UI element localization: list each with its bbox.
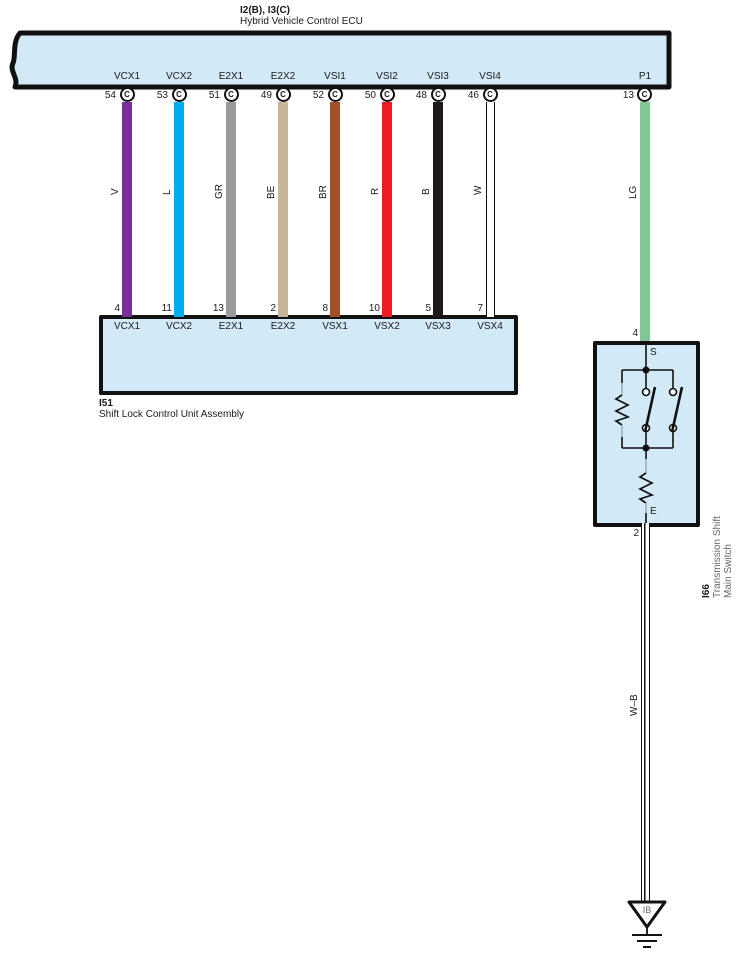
ecu-code-label: I2(B), I3(C) (240, 5, 290, 16)
wire-color-label: V (110, 188, 121, 195)
unit-pin-number: 4 (114, 303, 120, 314)
main-switch-label-block: I66 Transmission Shift Main Switch (701, 516, 734, 598)
ecu-pin-number: 52 (312, 90, 324, 101)
wire-b (433, 102, 443, 317)
ecu-terminal-label: E2X1 (218, 71, 244, 82)
switch-pin-number-top: 4 (632, 328, 638, 339)
unit-terminal-label: VSX2 (374, 321, 400, 332)
wire-color-label: BE (266, 185, 277, 199)
ground-symbol (627, 900, 667, 948)
wire-color-label-w-b: W–B (629, 694, 640, 716)
ecu-pin-number: 53 (156, 90, 168, 101)
wire-br (330, 102, 340, 317)
switch-pin-number-bottom: 2 (633, 528, 639, 539)
ecu-terminal-label: VSI4 (479, 71, 501, 82)
wire-color-label: BR (318, 185, 329, 199)
wire-color-label: GR (214, 184, 225, 199)
ecu-terminal-label: VSI3 (427, 71, 449, 82)
unit-pin-number: 10 (368, 303, 380, 314)
ecu-pin-number: 48 (415, 90, 427, 101)
connector-circle: C (119, 87, 135, 102)
wire-color-label: W (473, 185, 484, 195)
main-switch-code: I66 (701, 584, 712, 598)
unit-terminal-label: VSX3 (425, 321, 451, 332)
wire-w-b (641, 523, 650, 902)
ecu-terminal-label: VCX2 (165, 71, 193, 82)
ground-id-label: IB (642, 905, 652, 915)
wire-color-label: R (370, 187, 381, 195)
unit-terminal-label: E2X2 (270, 321, 296, 332)
shift-lock-unit-code: I51 (99, 398, 113, 409)
ecu-terminal-label: VSI2 (376, 71, 398, 82)
ecu-terminal-label-p1: P1 (638, 71, 652, 82)
ecu-pin-number: 50 (364, 90, 376, 101)
unit-pin-number: 2 (270, 303, 276, 314)
unit-terminal-label: VSX1 (322, 321, 348, 332)
ecu-pin-number-p1: 13 (622, 90, 634, 101)
connector-circle: C (482, 87, 498, 102)
wire-color-label: L (162, 189, 173, 195)
unit-pin-number: 8 (322, 303, 328, 314)
unit-pin-number: 13 (212, 303, 224, 314)
switch-terminal-s: S (650, 347, 657, 358)
wire-color-label: B (421, 188, 432, 195)
unit-terminal-label: VSX4 (477, 321, 503, 332)
main-switch-name-line1: Transmission Shift (712, 516, 723, 598)
connector-circle: C (223, 87, 239, 102)
unit-terminal-label: VCX1 (113, 321, 141, 332)
connector-circle: C (430, 87, 446, 102)
wire-lg (640, 102, 650, 341)
connector-circle: C (379, 87, 395, 102)
wire-r (382, 102, 392, 317)
unit-pin-number: 5 (425, 303, 431, 314)
connector-circle-p1: C (637, 87, 652, 102)
ecu-pin-number: 46 (467, 90, 479, 101)
wire-gr (226, 102, 236, 317)
ecu-terminal-label: VCX1 (113, 71, 141, 82)
shift-lock-unit-box (99, 315, 518, 395)
unit-terminal-label: E2X1 (218, 321, 244, 332)
unit-pin-number: 7 (477, 303, 483, 314)
wire-l (174, 102, 184, 317)
main-switch-name-line2: Main Switch (723, 544, 734, 598)
ecu-pin-number: 49 (260, 90, 272, 101)
ecu-name-label: Hybrid Vehicle Control ECU (240, 16, 363, 27)
switch-terminal-e: E (650, 506, 657, 517)
wire-v (122, 102, 132, 317)
ecu-pin-number: 54 (104, 90, 116, 101)
unit-pin-number: 11 (161, 303, 172, 314)
shift-lock-unit-name: Shift Lock Control Unit Assembly (99, 409, 245, 420)
wire-color-label-lg: LG (628, 185, 639, 199)
connector-circle: C (171, 87, 187, 102)
ecu-band (9, 30, 672, 90)
wire-w (485, 102, 495, 317)
unit-terminal-label: VCX2 (165, 321, 193, 332)
ecu-terminal-label: VSI1 (324, 71, 346, 82)
wire-be (278, 102, 288, 317)
main-switch-circuit (614, 344, 684, 527)
connector-circle: C (327, 87, 343, 102)
ecu-terminal-label: E2X2 (270, 71, 296, 82)
ecu-pin-number: 51 (208, 90, 220, 101)
connector-circle: C (275, 87, 291, 102)
